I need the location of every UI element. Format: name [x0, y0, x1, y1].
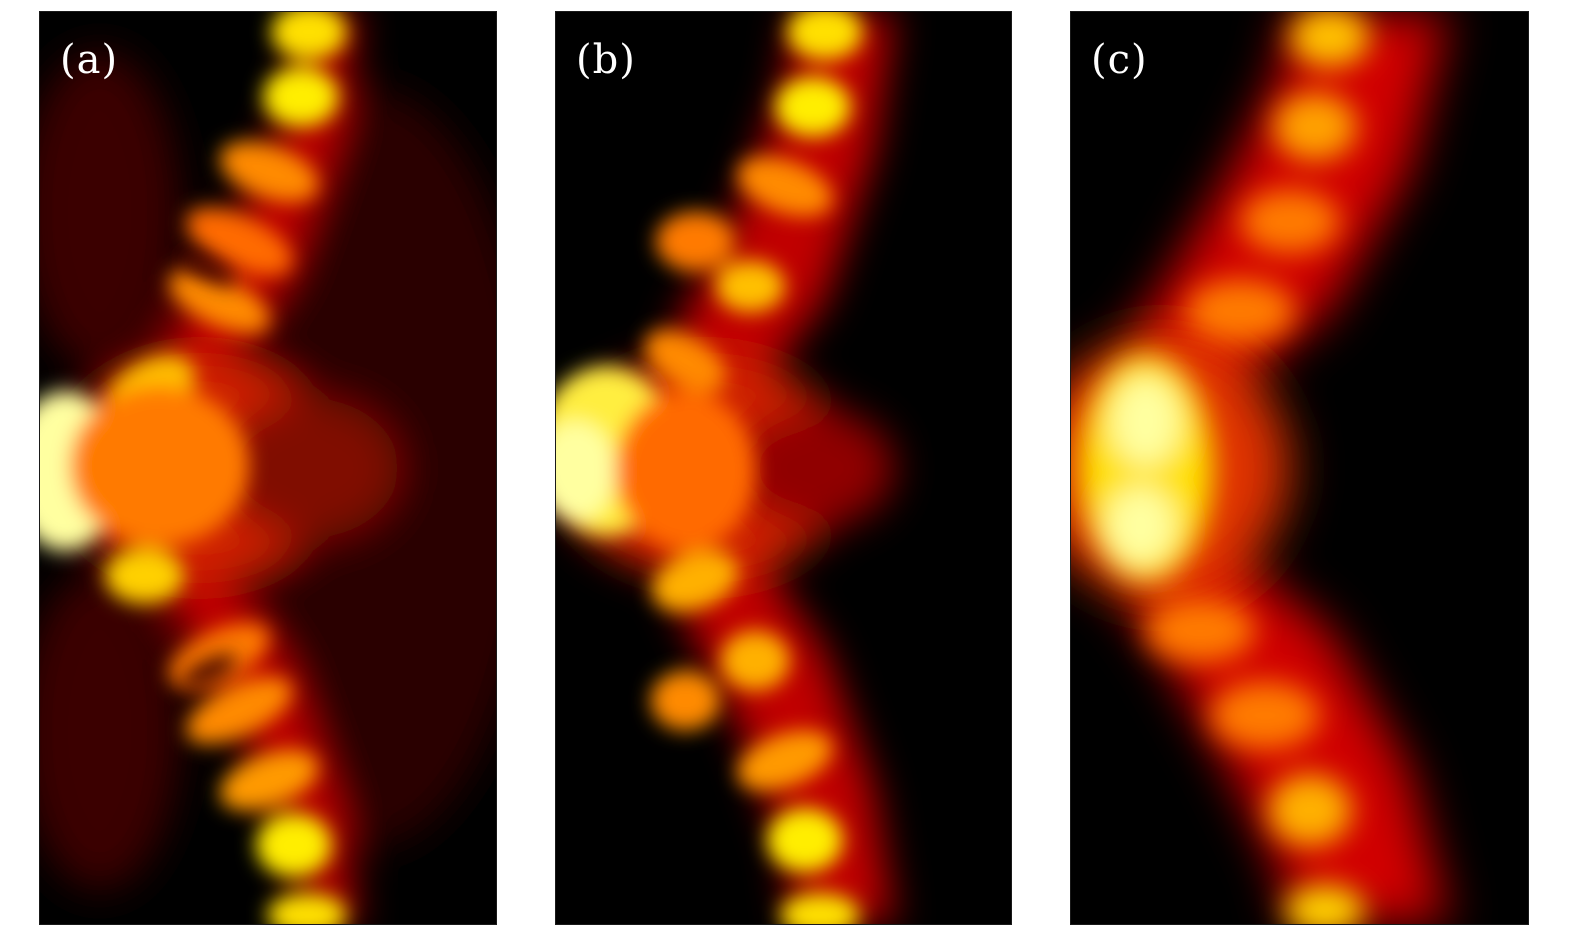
panel-label: (b) — [576, 37, 636, 83]
panel-a: (a) — [39, 11, 497, 925]
panel-c: (c) — [1070, 11, 1529, 925]
panel-label: (c) — [1091, 37, 1148, 83]
intensity-map-b — [556, 12, 1011, 924]
panel-label: (a) — [60, 37, 119, 83]
intensity-map-c — [1071, 12, 1528, 924]
intensity-map-a — [40, 12, 496, 924]
panel-b: (b) — [555, 11, 1012, 925]
